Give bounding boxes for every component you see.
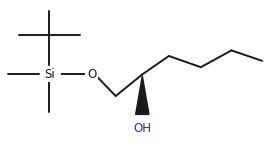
Text: OH: OH xyxy=(133,121,151,135)
Text: Si: Si xyxy=(44,68,55,81)
Polygon shape xyxy=(136,76,149,114)
Text: O: O xyxy=(87,68,96,81)
